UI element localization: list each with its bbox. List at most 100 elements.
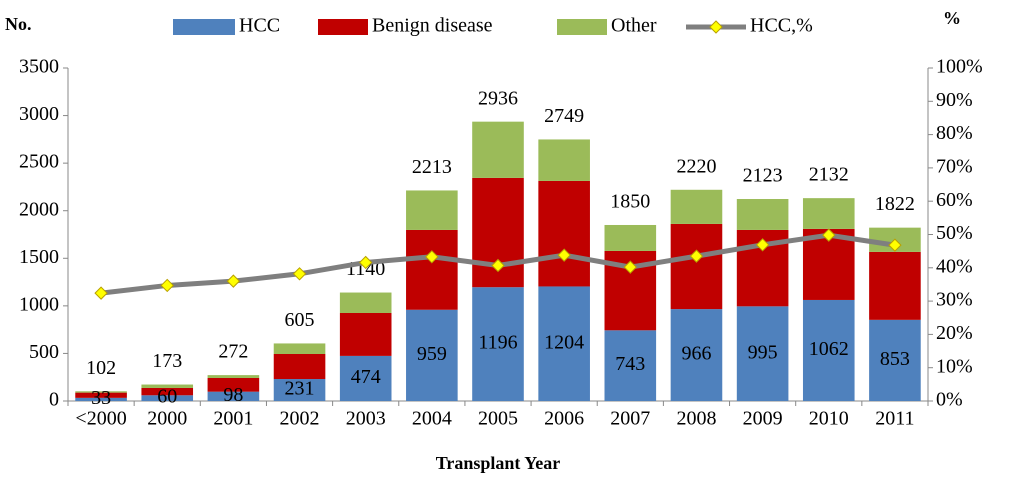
total-label: 2749 xyxy=(544,105,584,127)
bar-segment xyxy=(869,319,921,401)
bar-segment xyxy=(802,198,855,229)
y2-tick-label: 40% xyxy=(936,255,973,277)
bar-segment xyxy=(207,375,260,378)
y2-tick-label: 70% xyxy=(936,155,973,177)
y2-tick-label: 10% xyxy=(936,355,973,377)
line-marker xyxy=(425,250,439,264)
total-label: 2132 xyxy=(809,164,849,186)
data-label: 60 xyxy=(157,386,177,408)
x-tick-label: 2001 xyxy=(213,408,253,430)
total-label: 2123 xyxy=(743,165,783,187)
x-tick-label: 2006 xyxy=(544,408,584,430)
total-label: 1822 xyxy=(875,193,915,215)
bar-segment xyxy=(406,309,458,401)
data-label: 33 xyxy=(91,387,111,409)
bar-segment xyxy=(273,379,326,401)
y2-tick-label: 30% xyxy=(936,289,973,311)
x-axis-label: Transplant Year xyxy=(436,453,561,473)
legend-swatch xyxy=(557,19,607,35)
y-tick-label: 1500 xyxy=(19,246,59,268)
bar-segment xyxy=(339,292,392,313)
bar-segment xyxy=(538,286,590,401)
y2-tick-label: 90% xyxy=(936,89,973,111)
y-tick-label: 3500 xyxy=(19,56,59,78)
bar-segment xyxy=(75,397,127,401)
data-label: 995 xyxy=(748,341,778,363)
data-label: 474 xyxy=(351,366,381,388)
data-label: 959 xyxy=(417,343,447,365)
legend-label: HCC xyxy=(239,15,280,37)
line-marker xyxy=(94,286,108,300)
line-marker xyxy=(755,238,770,252)
data-label: 1062 xyxy=(809,338,849,360)
bar-segment xyxy=(736,306,789,401)
bar-segment xyxy=(339,355,392,401)
x-tick-label: 2002 xyxy=(280,408,320,430)
legend-label: HCC,% xyxy=(750,15,813,37)
y-tick-label: 500 xyxy=(29,341,59,363)
bar-segment xyxy=(339,312,392,356)
y-tick-label: 2500 xyxy=(19,151,59,173)
y2-axis-label: % xyxy=(943,8,961,28)
y2-tick-label: 80% xyxy=(936,122,973,144)
bar-segment xyxy=(604,224,657,251)
x-tick-label: 2010 xyxy=(809,408,849,430)
bar-segment xyxy=(406,190,458,230)
y-tick-label: 3000 xyxy=(19,103,59,125)
x-tick-label: 2003 xyxy=(346,408,386,430)
line-marker xyxy=(557,248,571,262)
y-tick-label: 0 xyxy=(49,389,59,411)
total-label: 173 xyxy=(152,350,182,372)
total-label: 605 xyxy=(285,309,315,331)
total-label: 2220 xyxy=(676,155,716,177)
bar-segment xyxy=(472,121,524,178)
x-tick-label: 2007 xyxy=(610,408,650,430)
bar-segment xyxy=(75,391,127,393)
data-label: 1196 xyxy=(478,332,517,354)
bar-segment xyxy=(406,229,458,310)
line-marker xyxy=(888,238,902,252)
data-label: 743 xyxy=(615,353,645,375)
y2-tick-label: 60% xyxy=(936,189,973,211)
total-label: 1850 xyxy=(610,191,650,213)
legend-marker xyxy=(709,20,723,34)
y-axis-label: No. xyxy=(5,14,32,34)
x-tick-label: <2000 xyxy=(75,408,126,430)
bar-segment xyxy=(207,391,260,401)
y-tick-label: 1000 xyxy=(19,293,59,315)
legend-label: Other xyxy=(611,15,657,37)
x-tick-label: 2008 xyxy=(676,408,716,430)
total-label: 102 xyxy=(86,357,116,379)
legend-swatch xyxy=(318,19,368,35)
legend-swatch xyxy=(173,19,235,35)
x-tick-label: 2004 xyxy=(412,408,452,430)
data-label: 966 xyxy=(681,343,711,365)
bar-segment xyxy=(670,223,723,310)
line-marker xyxy=(491,258,505,273)
y-tick-label: 2000 xyxy=(19,198,59,220)
data-label: 1204 xyxy=(544,331,584,353)
bar-segment xyxy=(802,299,855,401)
x-tick-label: 2005 xyxy=(478,408,518,430)
data-label: 98 xyxy=(223,384,243,406)
x-tick-label: 2009 xyxy=(743,408,783,430)
bar-segment xyxy=(273,353,326,380)
bar-segment xyxy=(75,392,127,398)
bar-segment xyxy=(141,384,194,388)
data-label: 231 xyxy=(285,378,315,400)
total-label: 2936 xyxy=(478,87,518,109)
bar-segment xyxy=(273,343,326,354)
total-label: 2213 xyxy=(412,156,452,178)
bar-segment xyxy=(141,395,194,401)
bar-segment xyxy=(670,309,723,401)
bar-segment xyxy=(141,387,194,396)
line-marker xyxy=(226,274,241,288)
bar-segment xyxy=(604,330,657,401)
x-tick-label: 2011 xyxy=(875,408,914,430)
line-marker xyxy=(822,228,836,242)
line-marker xyxy=(160,278,174,293)
bar-segment xyxy=(472,287,524,401)
line-marker xyxy=(358,255,373,270)
legend-label: Benign disease xyxy=(372,15,493,37)
total-label: 272 xyxy=(218,341,248,363)
